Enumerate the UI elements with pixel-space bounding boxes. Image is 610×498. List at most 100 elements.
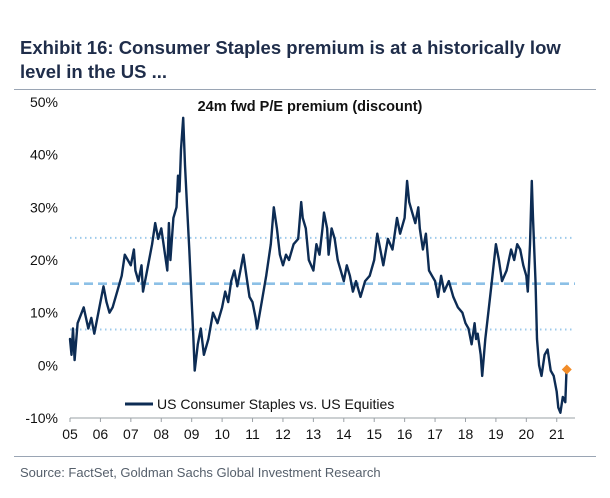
data-point: [437, 296, 439, 298]
data-point: [359, 296, 362, 298]
data-point: [192, 332, 195, 335]
x-tick-label: 13: [306, 426, 322, 442]
data-point: [529, 243, 531, 246]
data-point: [90, 317, 93, 319]
data-point: [134, 269, 137, 272]
data-point: [126, 259, 129, 261]
data-point: [129, 264, 132, 267]
data-point: [140, 264, 143, 267]
data-point: [355, 280, 357, 282]
data-point: [321, 227, 324, 230]
data-point: [224, 290, 227, 293]
data-point: [561, 396, 564, 398]
data-point: [199, 327, 202, 330]
data-point: [461, 311, 464, 314]
data-point: [227, 301, 230, 303]
data-point: [312, 269, 315, 272]
data-point: [540, 375, 543, 377]
x-tick-label: 10: [214, 426, 230, 442]
data-point: [532, 217, 534, 219]
data-point: [406, 180, 408, 182]
data-point: [292, 243, 295, 246]
data-point: [196, 343, 199, 346]
data-point: [376, 232, 379, 235]
data-point: [428, 269, 430, 272]
data-point: [368, 274, 371, 277]
data-point: [352, 290, 354, 293]
data-point: [297, 238, 300, 240]
legend-label: US Consumer Staples vs. US Equities: [157, 396, 394, 412]
legend: US Consumer Staples vs. US Equities: [125, 396, 394, 412]
y-tick-label: 0%: [38, 357, 58, 373]
data-point: [166, 269, 169, 272]
data-point: [182, 116, 185, 119]
data-point: [248, 296, 251, 298]
data-point: [440, 274, 442, 277]
x-tick-label: 20: [519, 426, 535, 442]
data-point: [221, 306, 224, 309]
x-tick-label: 18: [458, 426, 474, 442]
x-tick-label: 14: [336, 426, 352, 442]
data-point: [216, 322, 219, 325]
y-tick-label: 30%: [30, 199, 58, 215]
data-point: [522, 264, 525, 267]
data-point: [193, 369, 196, 372]
data-point: [251, 301, 254, 303]
data-point: [203, 353, 205, 356]
data-point: [175, 206, 178, 209]
data-point: [422, 248, 424, 251]
data-point: [382, 264, 385, 267]
data-point: [323, 211, 325, 214]
data-point: [133, 248, 135, 251]
x-tick-label: 21: [549, 426, 565, 442]
data-point: [169, 259, 172, 261]
data-point: [230, 280, 233, 282]
data-point: [538, 364, 540, 367]
data-point: [349, 274, 351, 277]
data-point: [168, 222, 170, 225]
data-point: [336, 259, 339, 261]
data-point: [151, 243, 154, 246]
data-point: [564, 401, 567, 404]
data-point: [364, 280, 366, 282]
data-point: [177, 174, 179, 177]
data-point: [105, 301, 108, 303]
data-point: [327, 253, 330, 256]
data-point: [516, 243, 519, 246]
data-point: [236, 285, 239, 288]
data-point: [256, 327, 258, 330]
data-point: [546, 348, 549, 351]
x-tick-label: 16: [397, 426, 413, 442]
data-point: [525, 274, 528, 277]
data-point: [137, 280, 140, 282]
data-point: [467, 327, 470, 330]
x-tick-label: 11: [245, 426, 260, 442]
data-point: [431, 274, 433, 277]
data-point: [443, 290, 446, 293]
data-point: [457, 306, 459, 309]
data-point: [301, 217, 304, 219]
x-tick-label: 19: [488, 426, 504, 442]
data-point: [190, 301, 193, 303]
series-line: [68, 116, 568, 414]
data-point: [387, 238, 389, 240]
x-tick-label: 06: [93, 426, 109, 442]
data-point: [188, 248, 191, 251]
title-rule: [14, 89, 596, 90]
data-point: [69, 338, 71, 340]
data-point: [391, 248, 394, 251]
data-point: [417, 206, 420, 209]
data-point: [272, 206, 275, 209]
data-point: [163, 248, 166, 251]
data-point: [154, 222, 157, 225]
data-point: [452, 296, 455, 298]
data-point: [76, 322, 79, 325]
data-point: [282, 264, 284, 267]
data-point: [490, 285, 493, 288]
data-point: [254, 317, 257, 319]
data-point: [145, 274, 148, 277]
data-point: [186, 206, 189, 209]
data-point: [269, 243, 272, 246]
data-point: [300, 201, 303, 203]
data-point: [178, 190, 181, 193]
